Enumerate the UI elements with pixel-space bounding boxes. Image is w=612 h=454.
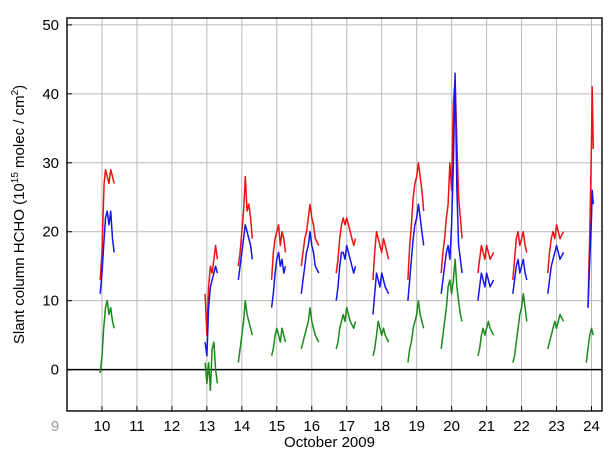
x-tick-label: 9 bbox=[51, 418, 59, 435]
series-2-segment-3 bbox=[270, 327, 287, 356]
y-tick-label: 40 bbox=[42, 86, 59, 103]
series-0-segment-6 bbox=[372, 230, 390, 281]
x-tick-label: 10 bbox=[94, 418, 111, 435]
series-2-segment-5 bbox=[335, 306, 357, 350]
x-tick-label: 16 bbox=[303, 418, 320, 435]
grid-lines bbox=[67, 18, 602, 411]
series-2-segment-0 bbox=[99, 299, 115, 374]
y-tick-label: 10 bbox=[42, 293, 59, 310]
series-2-segment-8 bbox=[440, 258, 463, 349]
series-0-segment-8 bbox=[440, 79, 463, 274]
y-tick-label: 0 bbox=[51, 362, 59, 379]
series-0-segment-4 bbox=[300, 203, 320, 267]
series-1-segment-6 bbox=[372, 272, 390, 315]
series-2-segment-1 bbox=[204, 341, 219, 392]
series-2-segment-9 bbox=[477, 320, 495, 356]
series-2-segment-7 bbox=[407, 299, 425, 363]
x-tick-label: 21 bbox=[478, 418, 495, 435]
x-tick-label: 20 bbox=[443, 418, 460, 435]
series-1-segment-9 bbox=[477, 272, 495, 301]
series-1-segment-4 bbox=[300, 230, 320, 294]
series-0-segment-10 bbox=[512, 230, 528, 281]
series-1-segment-2 bbox=[237, 224, 254, 281]
plot-frame bbox=[66, 17, 603, 412]
series-2-segment-12 bbox=[585, 327, 595, 363]
y-axis-title-exp2: 2 bbox=[10, 89, 21, 95]
x-tick-label: 14 bbox=[233, 418, 250, 435]
series-0-segment-2 bbox=[237, 175, 254, 267]
series-2-segment-11 bbox=[547, 313, 565, 350]
series-0-segment-7 bbox=[407, 162, 425, 281]
series-0-segment-5 bbox=[335, 217, 357, 274]
series-1-segment-12 bbox=[587, 189, 595, 308]
series-layer bbox=[99, 72, 595, 392]
y-axis-title-exp1: 15 bbox=[10, 172, 21, 184]
series-1-segment-0 bbox=[99, 210, 115, 294]
y-axis-title-prefix: Slant column HCHO (10 bbox=[11, 183, 28, 344]
x-tick-label: 18 bbox=[373, 418, 390, 435]
series-1-segment-11 bbox=[547, 244, 565, 294]
x-tick-label: 23 bbox=[548, 418, 565, 435]
x-tick-label: 22 bbox=[513, 418, 530, 435]
y-tick-label: 50 bbox=[42, 17, 59, 34]
series-1-segment-10 bbox=[512, 258, 528, 294]
y-tick-label: 20 bbox=[42, 224, 59, 241]
series-2-segment-10 bbox=[512, 293, 528, 363]
x-axis-ticks: 9 10 11 12 13 14 15 16 17 18 19 20 21 22 23 24 bbox=[51, 406, 600, 435]
series-0-segment-9 bbox=[477, 244, 495, 274]
series-0-segment-3 bbox=[270, 224, 287, 281]
x-tick-label: 17 bbox=[338, 418, 355, 435]
x-tick-label: 13 bbox=[199, 418, 216, 435]
y-axis-title-middle: molec / cm bbox=[11, 95, 28, 172]
x-tick-label: 15 bbox=[268, 418, 285, 435]
x-tick-label: 24 bbox=[583, 418, 600, 435]
series-1-segment-8 bbox=[440, 72, 463, 294]
x-tick-label: 11 bbox=[129, 418, 145, 435]
series-1-segment-5 bbox=[335, 244, 357, 301]
x-tick-label: 19 bbox=[408, 418, 425, 435]
y-axis-ticks: 0 10 20 30 40 50 bbox=[42, 17, 72, 379]
x-axis-title: October 2009 bbox=[284, 434, 375, 451]
series-0-segment-11 bbox=[547, 224, 565, 274]
y-tick-label: 30 bbox=[42, 155, 59, 172]
y-axis-title: Slant column HCHO (1015 molec / cm2) bbox=[10, 85, 28, 344]
series-2-segment-4 bbox=[300, 306, 320, 350]
series-0-segment-0 bbox=[99, 168, 115, 281]
x-tick-label: 12 bbox=[164, 418, 181, 435]
series-2-segment-6 bbox=[372, 320, 390, 356]
series-1-segment-7 bbox=[407, 203, 425, 301]
y-axis-title-suffix: ) bbox=[11, 85, 28, 90]
series-2-segment-2 bbox=[237, 299, 254, 363]
series-1-segment-3 bbox=[270, 251, 287, 308]
series-1-segment-1 bbox=[204, 265, 219, 357]
